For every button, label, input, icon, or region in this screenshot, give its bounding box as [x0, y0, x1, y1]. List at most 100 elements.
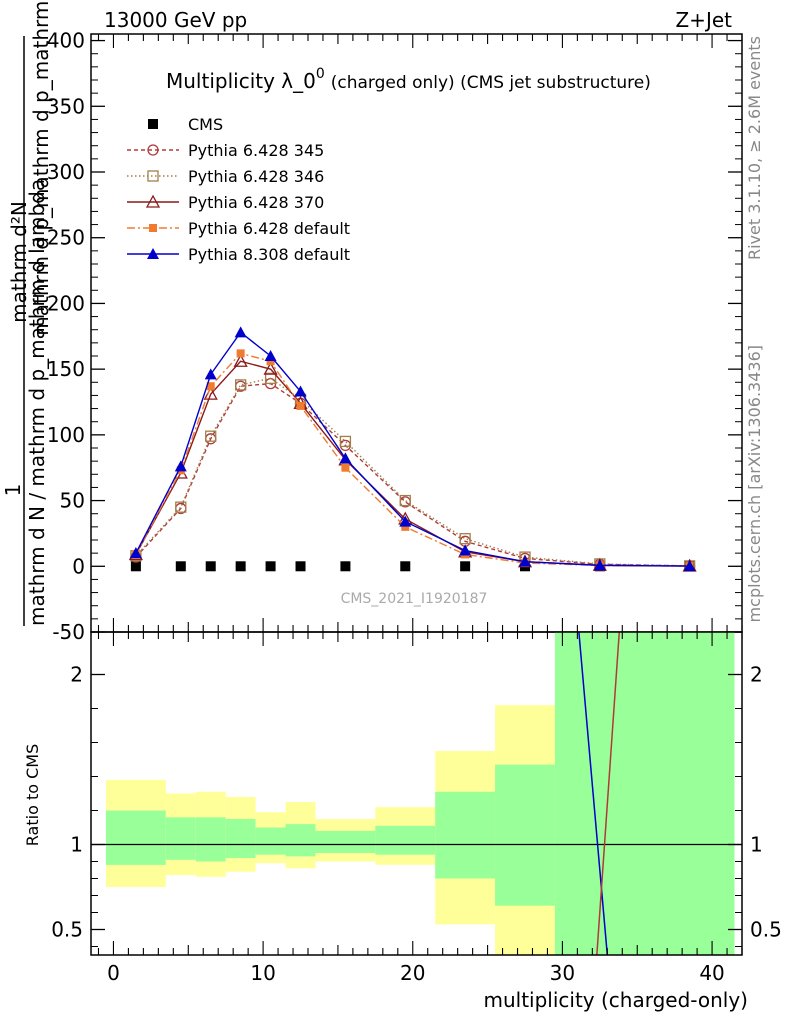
data-point — [459, 544, 472, 556]
ratio-y-tick-label-right: 2 — [750, 663, 763, 687]
main-y-tick-label: 350 — [47, 94, 85, 118]
series-pythia-8-308-default — [129, 326, 696, 572]
ratio-band-green — [315, 830, 376, 853]
series-pythia-6-428-default — [131, 349, 694, 571]
main-plot-series — [128, 326, 697, 572]
ylabel-one: 1 — [1, 484, 25, 497]
ratio-plot-axes: 0.5 0.51 12 20 10 20 30 40 — [51, 631, 782, 985]
ylabel-overlap: mathrm d p_mathrm d p_mathrm d lambda — [29, 0, 53, 336]
legend-label: Pythia 6.428 346 — [188, 167, 324, 186]
data-point — [339, 435, 352, 448]
data-point — [341, 463, 350, 472]
series-line — [135, 377, 690, 567]
ratio-y-tick-label: 2 — [70, 663, 83, 687]
data-point — [593, 559, 606, 571]
data-point — [233, 353, 248, 367]
legend: CMS Pythia 6.428 345 Pythia 6.428 346 Pythi… — [127, 115, 350, 264]
legend-entry: Pythia 8.308 default — [127, 245, 350, 264]
plot-title-group: Multiplicity λ_00 (charged only) (CMS jet… — [166, 66, 651, 93]
ratio-x-tick-label: 0 — [107, 961, 120, 985]
ratio-y-tick-label-right: 0.5 — [750, 918, 782, 942]
process-label: Z+Jet — [675, 8, 732, 32]
series-pythia-6-428-370 — [128, 353, 697, 572]
data-point — [683, 560, 696, 572]
data-point — [265, 561, 276, 572]
data-point — [459, 533, 471, 545]
legend-entry: CMS — [148, 115, 223, 134]
data-point — [206, 382, 215, 391]
ratio-band-green — [435, 791, 496, 879]
series-line — [135, 331, 690, 567]
main-y-tick-label: -50 — [52, 620, 85, 644]
main-y-axis-label: mathrm d²N mathrm d p_mathrm d p_mathrm … — [1, 0, 53, 626]
plot-title-sup: 0 — [316, 66, 325, 82]
data-point — [264, 350, 277, 361]
ratio-y-tick-label-right: 1 — [750, 833, 763, 857]
main-y-tick-label: 100 — [47, 423, 85, 447]
data-point — [175, 561, 186, 572]
ratio-band-green — [165, 817, 196, 860]
ratio-line — [578, 631, 609, 956]
energy-label: 13000 GeV pp — [104, 8, 247, 32]
mcplots-label: mcplots.cern.ch [arXiv:1306.3436] — [745, 345, 764, 622]
main-y-tick-label: 250 — [47, 226, 85, 250]
plot-title: Multiplicity λ_0 — [166, 69, 316, 93]
legend-entry: Pythia 6.428 default — [127, 219, 350, 238]
legend-entry: Pythia 6.428 370 — [127, 193, 324, 212]
data-point — [205, 430, 217, 442]
ratio-band-green — [375, 825, 436, 855]
x-axis-label: multiplicity (charged-only) — [483, 988, 748, 1012]
data-point — [130, 561, 141, 572]
main-y-tick-label: 300 — [47, 160, 85, 184]
legend-marker — [145, 194, 161, 208]
ratio-band-green — [255, 827, 286, 855]
legend-marker — [147, 170, 159, 182]
ratio-band-green — [495, 764, 555, 906]
ratio-y-tick-label: 0.5 — [51, 918, 83, 942]
series-pythia-6-428-346 — [130, 372, 696, 572]
legend-entry: Pythia 6.428 346 — [127, 167, 324, 186]
ratio-x-tick-label: 10 — [250, 961, 275, 985]
ratio-y-tick-label: 1 — [70, 833, 83, 857]
series-pythia-6-428-345 — [130, 377, 696, 572]
legend-marker — [147, 248, 159, 259]
data-point — [294, 385, 307, 397]
series-line — [135, 360, 690, 567]
svg-text:Multiplicity λ_00(charged only: Multiplicity λ_00 (charged only) (CMS jet… — [166, 66, 651, 93]
data-point — [266, 357, 275, 366]
legend-label: Pythia 6.428 370 — [188, 193, 324, 212]
data-point — [460, 561, 471, 572]
ratio-x-tick-label: 40 — [699, 961, 724, 985]
data-point — [175, 501, 187, 513]
ratio-band-green — [285, 824, 316, 857]
series-line — [135, 382, 690, 567]
legend-label: Pythia 6.428 default — [188, 219, 350, 238]
legend-label: Pythia 6.428 345 — [188, 141, 324, 160]
rivet-label: Rivet 3.1.10, ≥ 2.6M events — [745, 36, 764, 260]
ratio-line — [596, 631, 621, 956]
data-point — [295, 561, 306, 572]
series-line — [135, 352, 690, 567]
legend-marker — [149, 224, 157, 232]
ratio-band-green — [225, 819, 256, 859]
ratio-plot-lines — [578, 631, 621, 956]
data-point — [339, 452, 352, 464]
ratio-frame — [90, 631, 743, 956]
data-point — [205, 561, 216, 572]
series-cms — [130, 561, 695, 572]
data-point — [235, 379, 247, 391]
analysis-watermark: CMS_2021_I1920187 — [341, 591, 488, 607]
data-point — [174, 460, 187, 472]
data-point — [340, 561, 351, 572]
ratio-band-green — [554, 632, 735, 955]
data-point — [204, 368, 217, 380]
ratio-x-tick-label: 20 — [400, 961, 425, 985]
data-point — [399, 515, 412, 527]
ratio-band-green — [195, 817, 226, 862]
legend-label: Pythia 8.308 default — [188, 245, 350, 264]
main-y-tick-label: 0 — [72, 554, 85, 578]
data-point — [234, 326, 247, 338]
data-point — [264, 372, 277, 384]
ratio-band-green — [105, 810, 166, 865]
